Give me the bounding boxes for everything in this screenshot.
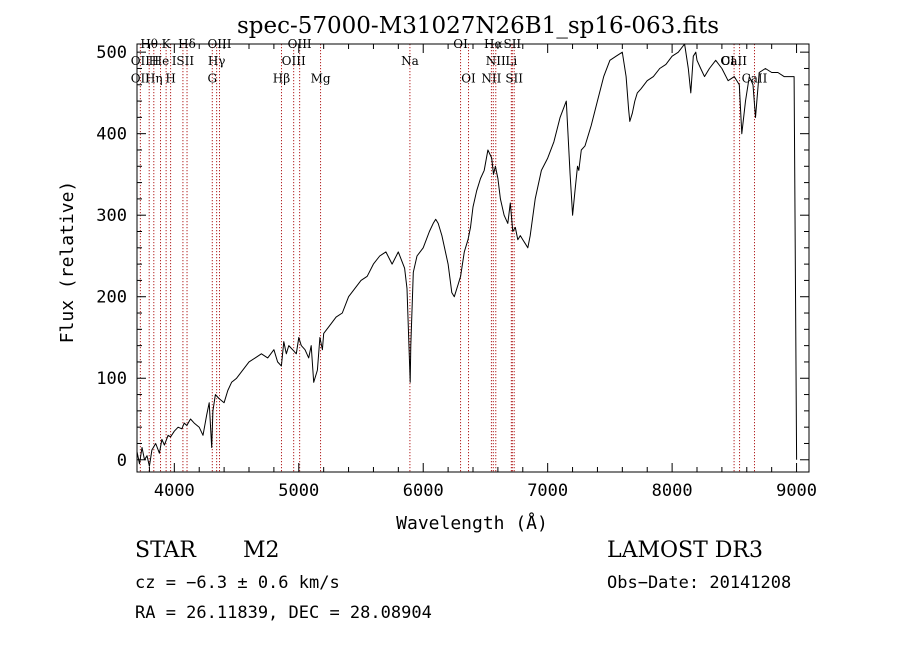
object-class: STAR [135, 538, 196, 563]
observation-date: Obs−Date: 20141208 [607, 573, 792, 593]
redshift-cz: cz = −6.3 ± 0.6 km/s [135, 573, 340, 593]
coordinates: RA = 26.11839, DEC = 28.08904 [135, 603, 432, 623]
x-axis-label: Wavelength (Å) [396, 512, 548, 534]
spectral-line-label: OI [461, 71, 476, 85]
spectral-line-label: G [207, 71, 217, 85]
spectral-line-label: Hβ [273, 71, 290, 85]
spectral-line-markers [139, 44, 755, 472]
y-tick-label: 100 [96, 369, 127, 389]
survey-name: LAMOST DR3 [607, 538, 763, 563]
y-tick-label: 200 [96, 288, 127, 308]
spectral-line-label: Hγ [208, 54, 226, 68]
spectral-line-label: OII [131, 71, 151, 85]
spectral-line-label: CaII [721, 54, 747, 68]
series-layer [136, 43, 798, 467]
spectral-line-label: OIII [282, 54, 306, 68]
y-tick-label: 300 [96, 206, 127, 226]
spectral-line-label: Hη [145, 71, 163, 85]
spectral-line-label: Na [401, 54, 419, 68]
spectral-line-label: Li [505, 54, 517, 68]
x-tick-label: 4000 [154, 481, 195, 501]
spectral-line-label: CaII [742, 71, 768, 85]
x-tick-label: 6000 [403, 481, 444, 501]
y-tick-label: 0 [117, 451, 127, 471]
y-axis-label: Flux (relative) [57, 181, 78, 344]
spectral-line-label: SII [505, 71, 523, 85]
y-tick-label: 500 [96, 43, 127, 63]
spectrum-line [136, 43, 798, 467]
spectral-line-label: H [149, 54, 159, 68]
spectral-line-label: He [152, 54, 170, 68]
x-tick-label: 8000 [652, 481, 693, 501]
x-tick-label: 7000 [527, 481, 568, 501]
spectral-line-label: OII [131, 54, 151, 68]
chart-title: spec-57000-M31027N26B1_sp16-063.fits [237, 13, 719, 39]
spectral-line-label: NII [481, 71, 501, 85]
spectral-line-label: OI [720, 54, 735, 68]
object-subclass: M2 [243, 538, 280, 563]
x-tick-label: 5000 [278, 481, 319, 501]
spectral-line-label: NII [486, 54, 506, 68]
spectral-line-label: Mg [311, 71, 331, 85]
y-tick-label: 400 [96, 125, 127, 145]
x-tick-label: 9000 [776, 481, 817, 501]
spectral-line-label: H [165, 71, 175, 85]
axis-ticks: 4000 5000 6000 7000 8000 9000 0 100 200 300 400 500 [96, 43, 817, 501]
spectral-line-label: ISII [172, 54, 195, 68]
